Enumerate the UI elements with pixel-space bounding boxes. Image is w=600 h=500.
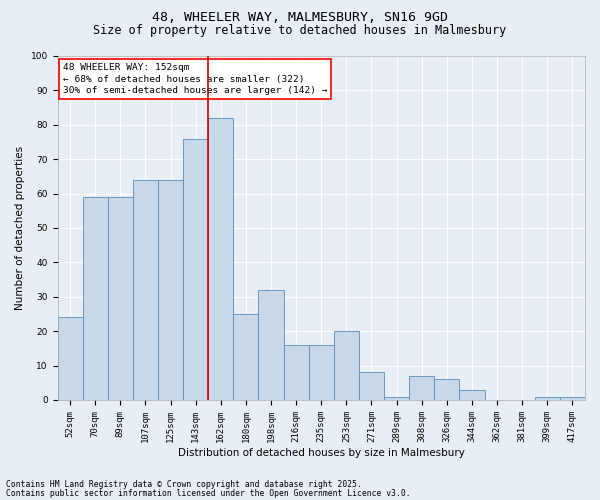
X-axis label: Distribution of detached houses by size in Malmesbury: Distribution of detached houses by size … [178,448,465,458]
Bar [384,396,409,400]
Bar [334,331,359,400]
Bar [133,180,158,400]
Bar [108,197,133,400]
Bar [83,197,108,400]
Bar [259,290,284,400]
Bar [560,396,585,400]
Bar [535,396,560,400]
Bar [284,345,309,400]
Bar [460,390,485,400]
Bar [233,314,259,400]
Bar [434,380,460,400]
Bar [208,118,233,400]
Bar [309,345,334,400]
Y-axis label: Number of detached properties: Number of detached properties [15,146,25,310]
Text: Contains HM Land Registry data © Crown copyright and database right 2025.: Contains HM Land Registry data © Crown c… [6,480,362,489]
Text: Size of property relative to detached houses in Malmesbury: Size of property relative to detached ho… [94,24,506,37]
Text: Contains public sector information licensed under the Open Government Licence v3: Contains public sector information licen… [6,489,410,498]
Bar [359,372,384,400]
Bar [409,376,434,400]
Bar [158,180,183,400]
Text: 48 WHEELER WAY: 152sqm
← 68% of detached houses are smaller (322)
30% of semi-de: 48 WHEELER WAY: 152sqm ← 68% of detached… [63,63,328,96]
Bar [183,138,208,400]
Bar [58,318,83,400]
Text: 48, WHEELER WAY, MALMESBURY, SN16 9GD: 48, WHEELER WAY, MALMESBURY, SN16 9GD [152,11,448,24]
